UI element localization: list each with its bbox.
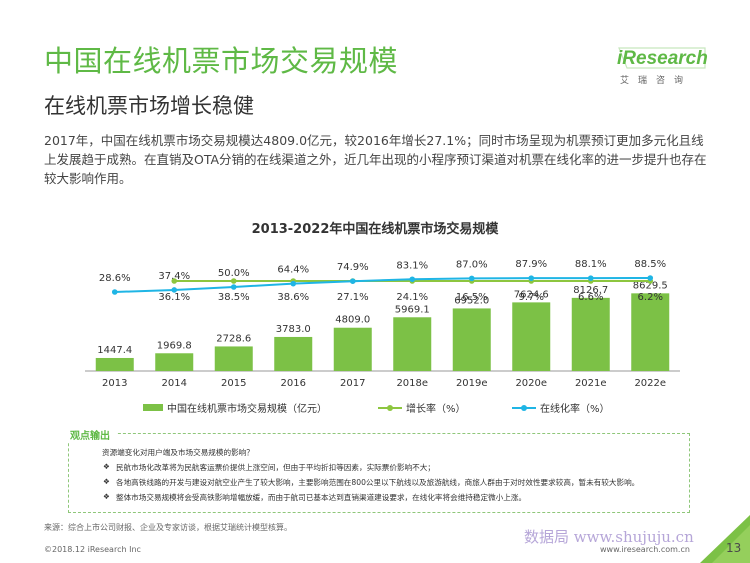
bullet-icon: ❖ [103, 462, 110, 471]
online-rate-point [111, 289, 118, 295]
growth-rate-label: 38.5% [218, 292, 250, 303]
observation-point: 整体市场交易规模将会受高铁影响增幅放缓，而由于航司已基本达到直销渠道建设要求，在… [116, 493, 527, 502]
bar-value-label: 2728.6 [216, 333, 251, 344]
growth-rate-point [171, 278, 178, 284]
observations-heading: 观点输出 [64, 427, 116, 442]
growth-rate-label: 36.1% [158, 292, 190, 303]
bar [571, 297, 610, 371]
x-tick-label: 2022e [634, 378, 666, 389]
growth-rate-label: 27.1% [337, 292, 369, 303]
online-rate-point [349, 278, 356, 284]
bar-value-label: 1447.4 [97, 345, 132, 356]
legend-bar: 中国在线机票市场交易规模（亿元） [143, 400, 327, 415]
bar-value-label: 8629.5 [633, 280, 668, 291]
online-rate-label: 28.6% [99, 273, 131, 284]
bar [631, 293, 670, 371]
observations-intro: 资源端变化对用户端及市场交易规模的影响？ [102, 448, 254, 457]
x-tick-label: 2019e [456, 378, 488, 389]
page-title: 中国在线机票市场交易规模 [44, 44, 399, 78]
x-tick-label: 2016 [281, 378, 306, 389]
x-tick-label: 2020e [515, 378, 547, 389]
bar-value-label: 6952.0 [454, 295, 489, 306]
bar-value-label: 4809.0 [335, 315, 370, 326]
page-number: 13 [726, 541, 742, 555]
bar [155, 353, 194, 371]
online-rate-label: 88.1% [575, 259, 607, 270]
growth-rate-label: 38.6% [277, 292, 309, 303]
online-rate-line [114, 277, 651, 293]
bar-value-label: 5969.1 [395, 304, 430, 315]
legend-online-swatch [512, 404, 536, 411]
x-tick-label: 2018e [396, 378, 428, 389]
x-tick-label: 2013 [102, 378, 127, 389]
online-rate-label: 37.4% [158, 271, 190, 282]
growth-rate-label: 16.5% [456, 292, 488, 303]
watermark: 数据局 www.shujuju.cn [524, 528, 694, 546]
bar [333, 327, 372, 371]
legend-growth-label: 增长率（%） [406, 404, 466, 415]
bar-value-label: 3783.0 [276, 324, 311, 335]
x-tick-label: 2014 [162, 378, 187, 389]
growth-rate-label: 6.2% [638, 292, 663, 303]
chart-title: 2013-2022年中国在线机票市场交易规模 [251, 222, 499, 237]
x-tick-label: 2021e [575, 378, 607, 389]
page-subtitle: 在线机票市场增长稳健 [44, 94, 254, 118]
legend-online-label: 在线化率（%） [540, 404, 610, 415]
legend-growth: 增长率（%） [378, 400, 466, 415]
online-rate-point [409, 276, 416, 283]
observation-point: 各地高铁线路的开发与建设对航空业产生了较大影响，主要影响范围在800公里以下航线… [116, 478, 640, 487]
bar [274, 336, 313, 371]
logo-brand: iResearch [617, 48, 708, 69]
online-rate-label: 88.5% [634, 259, 666, 270]
bar-value-label: 8126.7 [573, 285, 608, 296]
online-rate-label: 50.0% [218, 268, 250, 279]
bar [512, 302, 551, 371]
online-rate-point [647, 275, 654, 281]
intro-paragraph: 2017年，中国在线机票市场交易规模达4809.0亿元，较2016年增长27.1… [44, 133, 707, 186]
online-rate-label: 74.9% [337, 262, 369, 273]
legend-bar-label: 中国在线机票市场交易规模（亿元） [167, 404, 327, 415]
online-rate-label: 83.1% [396, 260, 428, 271]
observations-box [68, 433, 690, 513]
transaction-scale-chart: 1447.4 2013 1969.8 2014 2728.6 2015 3783.0 2016… [85, 259, 680, 389]
online-rate-point [587, 275, 594, 281]
online-rate-label: 64.4% [277, 265, 309, 276]
x-tick-label: 2017 [340, 378, 365, 389]
bar [214, 346, 253, 371]
logo-subtitle: 艾瑞咨询 [620, 76, 693, 86]
online-rate-point [468, 275, 475, 282]
online-rate-point [171, 287, 178, 293]
online-rate-point [230, 284, 237, 290]
online-rate-label: 87.9% [515, 259, 547, 270]
bar [452, 308, 491, 371]
online-rate-point [528, 275, 535, 281]
bar [393, 317, 432, 371]
online-rate-point [290, 280, 297, 287]
bar-value-label: 1969.8 [157, 340, 192, 351]
growth-rate-label: 9.7% [519, 292, 544, 303]
iresearch-logo [618, 47, 706, 69]
legend-bar-swatch [143, 404, 163, 411]
x-tick-label: 2015 [221, 378, 246, 389]
growth-rate-point [230, 278, 237, 284]
bullet-icon: ❖ [103, 492, 110, 501]
source-note: 来源：综合上市公司财报、企业及专家访谈，根据艾瑞统计模型核算。 [44, 523, 292, 532]
corner-decoration [700, 515, 750, 563]
copyright: ©2018.12 iResearch Inc [44, 545, 141, 554]
legend-growth-swatch [378, 404, 402, 411]
website-url[interactable]: www.iresearch.com.cn [600, 545, 690, 554]
online-rate-label: 87.0% [456, 259, 488, 270]
bullet-icon: ❖ [103, 477, 110, 486]
growth-rate-label: 6.6% [578, 292, 603, 303]
observation-point: 民航市场化改革将为民航客运票价提供上涨空间，但由于平均折扣等因素，实际票价影响不… [116, 463, 435, 472]
legend-online-rate: 在线化率（%） [512, 400, 610, 415]
bar-value-label: 7624.6 [514, 289, 549, 300]
bar [95, 357, 134, 371]
growth-rate-label: 24.1% [396, 292, 428, 303]
